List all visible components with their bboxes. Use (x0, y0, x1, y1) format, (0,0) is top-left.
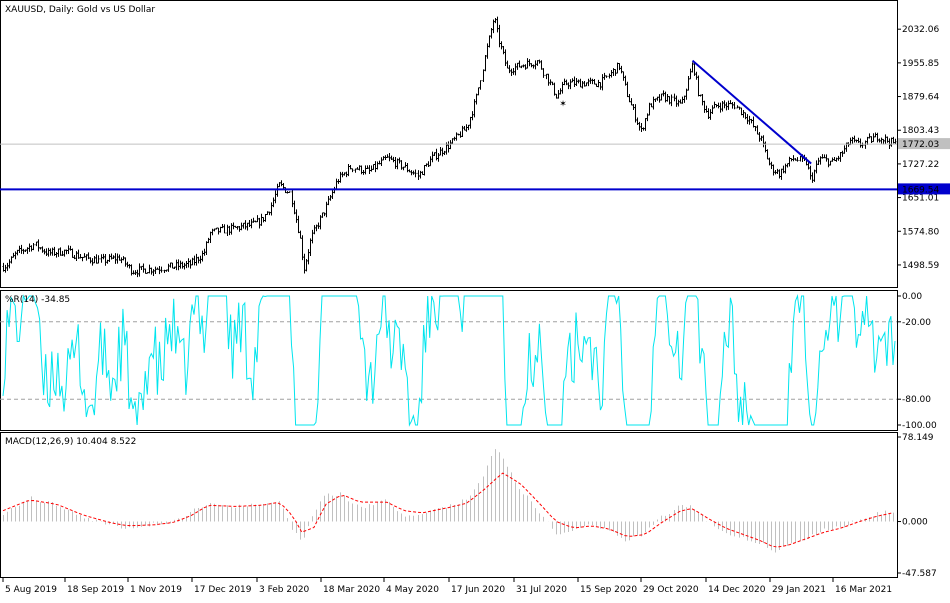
time-tick-label: 18 Mar 2020 (323, 585, 380, 595)
time-tick-label: 29 Jan 2021 (772, 585, 826, 595)
support-price-box (898, 183, 950, 195)
price-tick-label: 1955.85 (902, 59, 939, 69)
williams-r-label: %R(14) -34.85 (5, 295, 70, 305)
current-price-label: 1772.03 (902, 140, 939, 150)
price-tick-label: 1498.59 (902, 261, 939, 271)
time-tick-label: 29 Oct 2020 (643, 585, 699, 595)
price-tick-label: 1879.64 (902, 93, 939, 103)
macd-tick-label: 0.000 (902, 518, 928, 528)
price-axis: 2032.06 1955.85 1879.64 1803.43 1727.22 1651.… (897, 25, 950, 271)
time-tick-label: 17 Dec 2019 (194, 585, 252, 595)
time-tick-label: 31 Jul 2020 (516, 585, 567, 595)
price-tick-label: 1574.80 (902, 227, 939, 237)
williams-tick-label: -100.00 (902, 421, 937, 431)
price-tick-label: 1651.01 (902, 194, 939, 204)
time-tick-label: 17 Jun 2020 (451, 585, 505, 595)
price-tick-label: 1803.43 (902, 126, 939, 136)
williams-r-axis: 0.00 -20.00 -80.00 -100.00 (897, 292, 937, 431)
macd-signal-line (2, 472, 894, 548)
time-tick-label: 3 Feb 2020 (259, 585, 310, 595)
williams-pane[interactable] (0, 290, 898, 431)
time-tick-label: 18 Sep 2019 (67, 585, 124, 595)
price-tick-label: 2032.06 (902, 25, 939, 35)
time-tick-label: 1 Nov 2019 (130, 585, 182, 595)
macd-pane[interactable] (0, 432, 898, 578)
macd-tick-label: -47.587 (902, 569, 937, 579)
macd-tick-label: 78.149 (902, 433, 934, 443)
williams-tick-label: 0.00 (902, 292, 922, 302)
trend-line (691, 59, 812, 165)
williams-r-line (2, 294, 896, 427)
time-axis: 5 Aug 2019 18 Sep 2019 1 Nov 2019 17 Dec 20… (2, 578, 892, 595)
current-price-box (898, 138, 950, 150)
macd-label: MACD(12,26,9) 10.404 8.522 (5, 437, 136, 447)
price-series: ✶ (0, 16, 897, 278)
time-tick-label: 14 Dec 2020 (708, 585, 766, 595)
signal-marker: ✶ (559, 99, 567, 109)
chart-title: XAUUSD, Daily: Gold vs US Dollar (5, 5, 155, 15)
time-tick-label: 5 Aug 2019 (5, 585, 57, 595)
williams-r-series (0, 294, 897, 427)
williams-tick-label: -80.00 (902, 395, 931, 405)
macd-axis: 78.149 0.000 -47.587 (897, 433, 937, 579)
support-price-label: 1669.54 (902, 185, 939, 195)
time-tick-label: 15 Sep 2020 (580, 585, 637, 595)
time-tick-label: 16 Mar 2021 (835, 585, 892, 595)
macd-series (2, 449, 894, 553)
williams-tick-label: -20.00 (902, 318, 931, 328)
time-tick-label: 4 May 2020 (386, 585, 439, 595)
price-tick-label: 1727.22 (902, 160, 939, 170)
